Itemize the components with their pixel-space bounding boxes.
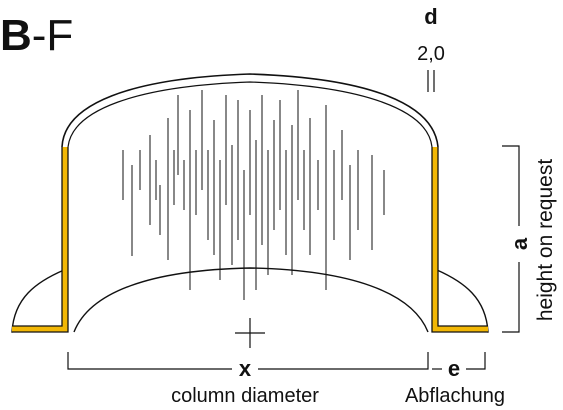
dimension-d: d 2,0 <box>417 4 445 92</box>
dimension-x: x column diameter <box>67 352 429 407</box>
dimension-d-letter: d <box>424 4 437 29</box>
top-rim-inner <box>67 81 433 148</box>
dimension-e-label: Abflachung <box>405 385 505 407</box>
dimension-e: e Abflachung <box>405 352 505 407</box>
bottom-inner-arc <box>73 267 429 333</box>
title: B-F <box>0 11 73 60</box>
right-wall <box>431 147 488 333</box>
dimension-a: a height on request <box>502 145 557 333</box>
left-wall <box>12 147 69 333</box>
dimension-x-letter: x <box>239 356 252 381</box>
base-flange-outline <box>11 268 65 333</box>
top-rim-outer <box>61 73 439 148</box>
dimension-e-letter: e <box>448 356 460 381</box>
dimension-x-label: column diameter <box>171 385 319 407</box>
base-flange-outline-right <box>436 268 489 333</box>
title-bold: B <box>0 11 32 60</box>
dimension-a-label: height on request <box>534 159 557 321</box>
cylinder-hatching <box>122 90 385 300</box>
center-mark <box>235 318 265 348</box>
dimension-d-value: 2,0 <box>417 43 445 65</box>
title-rest: -F <box>32 11 74 60</box>
dimension-a-letter: a <box>507 237 532 250</box>
